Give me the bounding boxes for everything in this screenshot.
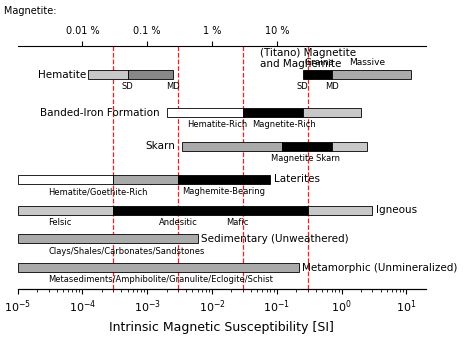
Text: Mafic: Mafic bbox=[227, 218, 249, 227]
Text: Andesitic: Andesitic bbox=[159, 218, 198, 227]
Text: Laterites: Laterites bbox=[273, 174, 319, 185]
Text: Sedimentary (Unweathered): Sedimentary (Unweathered) bbox=[201, 234, 348, 244]
Bar bbox=[18, 175, 113, 184]
Bar bbox=[88, 70, 128, 79]
Text: Hematite: Hematite bbox=[38, 70, 86, 79]
Bar bbox=[331, 142, 367, 150]
Text: Massive: Massive bbox=[349, 58, 385, 68]
Bar bbox=[128, 70, 173, 79]
Bar bbox=[182, 142, 282, 150]
Text: MD: MD bbox=[325, 82, 338, 91]
Bar bbox=[113, 175, 178, 184]
X-axis label: Intrinsic Magnetic Susceptibility [SI]: Intrinsic Magnetic Susceptibility [SI] bbox=[109, 321, 334, 334]
Bar bbox=[302, 70, 331, 79]
Text: Metamorphic (Unmineralized): Metamorphic (Unmineralized) bbox=[302, 263, 457, 272]
Text: Hematite-Rich: Hematite-Rich bbox=[187, 120, 247, 129]
Text: Felsic: Felsic bbox=[49, 218, 72, 227]
Text: Hematite/Goethite-Rich: Hematite/Goethite-Rich bbox=[49, 187, 148, 196]
Bar bbox=[243, 108, 302, 117]
Bar bbox=[113, 206, 308, 215]
Text: SD: SD bbox=[297, 82, 309, 91]
Bar bbox=[331, 70, 411, 79]
Bar bbox=[167, 108, 243, 117]
Text: SD: SD bbox=[122, 82, 134, 91]
Text: (Titano) Magnetite
and Maghemite: (Titano) Magnetite and Maghemite bbox=[260, 48, 356, 69]
Text: Igneous: Igneous bbox=[375, 206, 417, 215]
Bar bbox=[18, 235, 198, 243]
Text: Skarn: Skarn bbox=[145, 141, 175, 151]
Text: Metasediments/Amphibolite/Granulite/Eclogite/Schist: Metasediments/Amphibolite/Granulite/Eclo… bbox=[49, 275, 273, 284]
Bar bbox=[18, 206, 113, 215]
Text: Magnetite Skarn: Magnetite Skarn bbox=[271, 154, 340, 163]
Bar bbox=[302, 108, 361, 117]
Text: Clays/Shales/Carbonates/Sandstones: Clays/Shales/Carbonates/Sandstones bbox=[49, 246, 205, 256]
Text: MD: MD bbox=[166, 82, 180, 91]
Bar bbox=[308, 206, 373, 215]
Bar bbox=[282, 142, 331, 150]
Bar bbox=[178, 175, 271, 184]
Text: Grains: Grains bbox=[304, 58, 334, 68]
Text: Banded-Iron Formation: Banded-Iron Formation bbox=[40, 108, 159, 118]
X-axis label: % Vol. Magnetite:: % Vol. Magnetite: bbox=[0, 6, 56, 17]
Bar bbox=[18, 263, 299, 272]
Text: Magnetite-Rich: Magnetite-Rich bbox=[252, 120, 316, 129]
Text: Maghemite-Bearing: Maghemite-Bearing bbox=[182, 187, 265, 196]
